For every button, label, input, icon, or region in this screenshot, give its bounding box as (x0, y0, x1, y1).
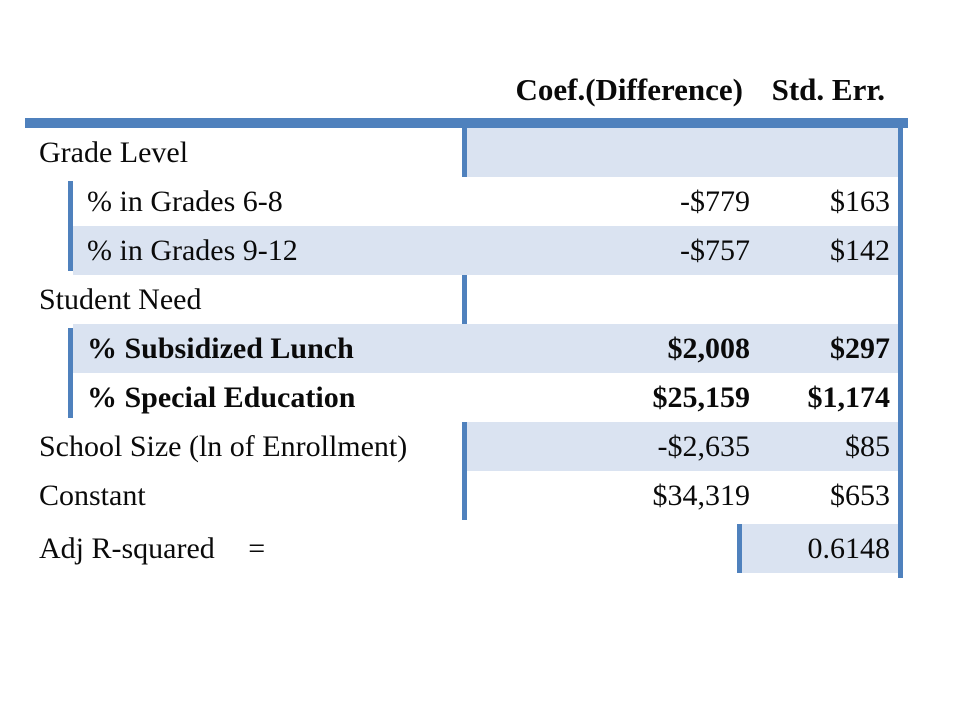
coef-value (467, 524, 760, 573)
header-rule (25, 118, 908, 128)
coef-value: $34,319 (652, 479, 751, 512)
stderr-value: $1,174 (807, 381, 891, 414)
row-label: Student Need (39, 283, 202, 316)
stderr-value: $85 (845, 430, 890, 463)
column-divider-segment-2 (462, 275, 467, 324)
table-row-student-need: Student Need (25, 275, 903, 324)
stderr-value: $297 (830, 332, 890, 365)
column-divider-segment-1 (462, 128, 467, 177)
coef-column-header: Coef.(Difference) (515, 72, 744, 107)
table-row-adj-r-squared: Adj R-squared = 0.6148 (25, 524, 903, 573)
row-shade-grade-level (467, 128, 898, 177)
coef-value: -$757 (680, 234, 750, 267)
coef-value: -$2,635 (657, 430, 751, 463)
stderr-value: $142 (830, 234, 890, 267)
coef-value (467, 275, 760, 324)
table-right-border (898, 128, 903, 578)
column-divider-segment-3 (462, 422, 467, 520)
stderr-column-header: Std. Err. (771, 72, 885, 107)
stderr-value (760, 128, 903, 177)
stderr-value: $653 (830, 479, 890, 512)
coef-value (467, 128, 760, 177)
coef-value: $2,008 (667, 332, 751, 365)
equals-sign: = (248, 532, 266, 565)
coef-value: $25,159 (652, 381, 751, 414)
adj-r-squared-cell-left-border (737, 524, 742, 573)
row-shade-school-size (467, 422, 898, 471)
table-row-grades-9-12: % in Grades 9-12 -$757 $142 (25, 226, 903, 275)
stderr-value (760, 275, 903, 324)
cell-shade-adj-r-squared (742, 524, 898, 573)
table-row-grade-level: Grade Level (25, 128, 903, 177)
indent-bar-student-need (68, 328, 73, 418)
row-label: Grade Level (39, 136, 189, 169)
row-shade-grades-9-12 (73, 226, 898, 275)
coef-value: -$779 (680, 185, 750, 218)
row-label: % Special Education (87, 381, 356, 414)
stderr-value: $163 (830, 185, 890, 218)
stderr-value: 0.6148 (807, 532, 891, 565)
row-label: School Size (ln of Enrollment) (39, 430, 408, 463)
indent-bar-grade-level (68, 181, 73, 271)
row-label: Constant (39, 479, 146, 512)
adj-r-squared-label: Adj R-squared (39, 532, 215, 565)
table-row-subsidized-lunch: % Subsidized Lunch $2,008 $297 (25, 324, 903, 373)
table-row-special-education: % Special Education $25,159 $1,174 (25, 373, 903, 422)
table-row-constant: Constant $34,319 $653 (25, 471, 903, 520)
row-label: % Subsidized Lunch (87, 332, 354, 365)
row-label: Adj R-squared = (25, 524, 462, 573)
table-row-school-size: School Size (ln of Enrollment) -$2,635 $… (25, 422, 903, 471)
row-label: % in Grades 9-12 (87, 234, 298, 267)
table-row-grades-6-8: % in Grades 6-8 -$779 $163 (25, 177, 903, 226)
row-label: % in Grades 6-8 (87, 185, 283, 218)
row-shade-subsidized-lunch (73, 324, 898, 373)
